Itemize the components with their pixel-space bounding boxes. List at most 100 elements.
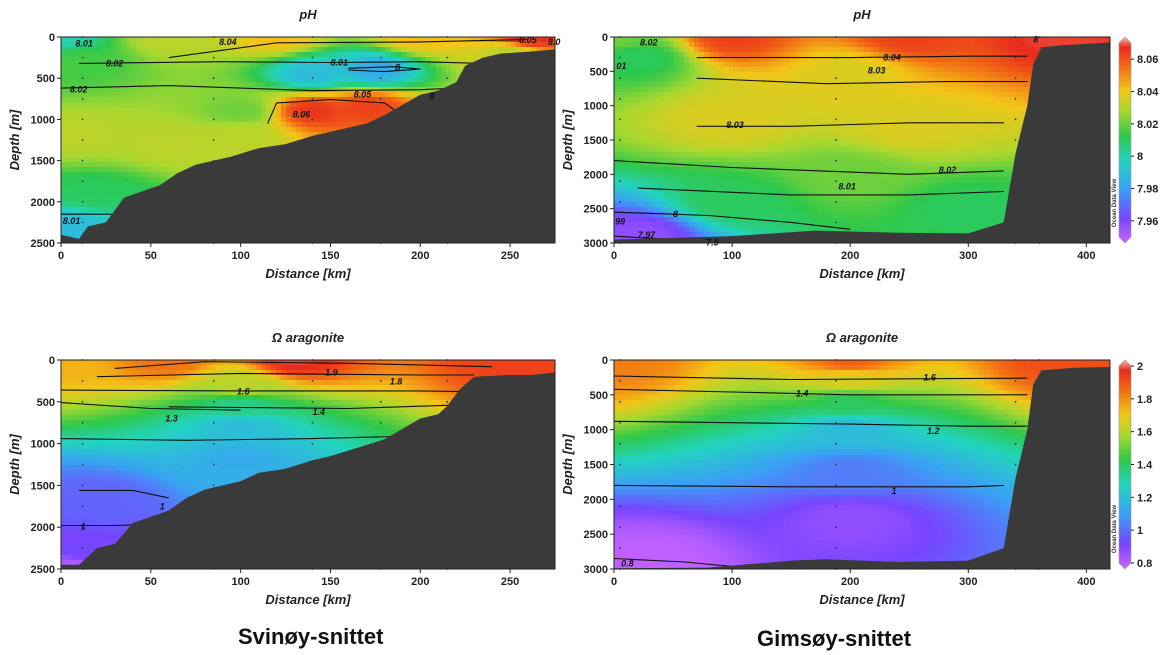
- contour-label: 8.01: [63, 216, 81, 226]
- station-dot: [619, 463, 621, 466]
- station-dot: [446, 77, 449, 80]
- contour-line: [114, 361, 493, 369]
- contour-line: [614, 388, 1028, 396]
- y-tick-label: 1500: [31, 156, 55, 168]
- station-dot: [835, 77, 837, 80]
- station-dot: [1014, 118, 1017, 121]
- station-dot: [835, 505, 837, 508]
- station-dot: [619, 400, 621, 403]
- contour-line: [348, 66, 421, 73]
- colorbar-ramp: [1118, 359, 1132, 570]
- station-dot: [835, 159, 837, 162]
- contour-line: [614, 557, 744, 569]
- seafloor: [614, 42, 1110, 243]
- y-tick-label: 1000: [584, 425, 608, 437]
- y-tick-label: 3000: [584, 564, 608, 576]
- colorbar-tick-label: 1.4: [1137, 460, 1153, 472]
- station-dot: [212, 139, 215, 141]
- station-dot: [212, 400, 215, 403]
- contour-line: [61, 389, 484, 393]
- station-dot: [835, 118, 837, 121]
- station-dot: [81, 400, 84, 403]
- station-dot: [446, 380, 449, 382]
- y-tick-label: 2000: [584, 494, 608, 506]
- x-axis-label: Distance [km]: [819, 266, 905, 281]
- colorbar-tick-label: 1: [1137, 525, 1143, 537]
- station-dot: [212, 380, 215, 382]
- station-dot: [619, 484, 621, 487]
- contour-label: 8.01: [838, 182, 856, 192]
- station-dot: [1014, 463, 1017, 466]
- station-dot: [311, 77, 314, 80]
- station-dot: [1014, 97, 1017, 100]
- colorbar-tick-label: 8.04: [1137, 87, 1159, 99]
- contour-label: 01: [616, 61, 626, 71]
- y-tick-label: 0: [602, 32, 608, 44]
- watermark: Ocean Data View: [1112, 179, 1118, 228]
- contour-label: 8.04: [883, 53, 901, 63]
- colorbar-tick-label: 1.8: [1137, 394, 1152, 406]
- panel-title: Ω aragonite: [825, 330, 898, 345]
- contour-line: [78, 61, 484, 64]
- contour-label: 99: [615, 217, 625, 227]
- station-dot: [835, 421, 837, 424]
- colorbar-ramp: [1118, 36, 1132, 244]
- station-dot: [81, 97, 84, 100]
- station-dot: [835, 180, 837, 183]
- colorbar-tick-label: 8.06: [1137, 54, 1158, 66]
- contour-label: 1.8: [390, 377, 403, 387]
- y-tick-label: 0: [49, 355, 55, 367]
- contour-label: 8.03: [868, 66, 886, 76]
- station-dot: [81, 221, 84, 224]
- station-dot: [379, 56, 382, 59]
- panel-svinoy-aragonite: 1.9 1.8 1.6 1.4 1.3 1 1 Ω aragonite 0 50 100 150 200…: [7, 330, 556, 607]
- station-dot: [81, 505, 84, 508]
- contour-label: 1.4: [312, 407, 325, 417]
- y-tick-label: 500: [37, 73, 55, 85]
- x-tick-label: 400: [1077, 250, 1095, 262]
- x-tick-label: 50: [145, 250, 157, 262]
- y-tick-label: 2500: [31, 564, 55, 576]
- y-tick-label: 500: [590, 66, 608, 78]
- x-tick-label: 200: [411, 250, 429, 262]
- x-tick-label: 0: [58, 576, 64, 588]
- panel-gimsoy-aragonite: 1.6 1.4 1.2 1 0.8 Ω aragonite 0 100 200 300 400 0 50…: [560, 330, 1153, 607]
- station-dot: [311, 118, 314, 121]
- station-dot: [1014, 421, 1017, 424]
- station-dot: [212, 442, 215, 445]
- colorbar-tick-label: 2: [1137, 361, 1143, 373]
- station-dot: [835, 442, 837, 445]
- contour-label: 8.01: [75, 39, 93, 49]
- contour-label: 1: [160, 501, 165, 511]
- x-tick-label: 250: [501, 250, 519, 262]
- contour-label: 8: [429, 91, 434, 101]
- x-axis-label: Distance [km]: [265, 592, 351, 607]
- y-tick-label: 2000: [31, 197, 55, 209]
- station-dot: [835, 526, 837, 529]
- contour-label: 0.8: [621, 558, 634, 568]
- station-dot: [81, 180, 84, 183]
- station-dot: [379, 97, 382, 100]
- station-dot: [619, 180, 621, 183]
- seafloor: [61, 49, 555, 243]
- y-tick-label: 0: [49, 32, 55, 44]
- contour-line: [61, 434, 448, 441]
- station-dot: [212, 56, 215, 59]
- contour-line: [96, 372, 475, 378]
- x-tick-label: 0: [611, 576, 617, 588]
- contour-label: 8.02: [939, 165, 957, 175]
- colorbar-tick-label: 7.96: [1137, 216, 1158, 228]
- station-dot: [379, 421, 382, 424]
- station-dot: [619, 77, 621, 80]
- y-tick-label: 2000: [31, 522, 55, 534]
- contour-label: 8: [1033, 35, 1038, 45]
- plot-frame: [60, 36, 556, 244]
- x-tick-label: 0: [611, 250, 617, 262]
- station-dot: [81, 139, 84, 141]
- contour-label: 1.3: [165, 414, 178, 424]
- station-dot: [311, 421, 314, 424]
- contour-label: 8: [673, 209, 678, 219]
- station-dot: [1014, 400, 1017, 403]
- colorbar-tick-label: 1.6: [1137, 427, 1152, 439]
